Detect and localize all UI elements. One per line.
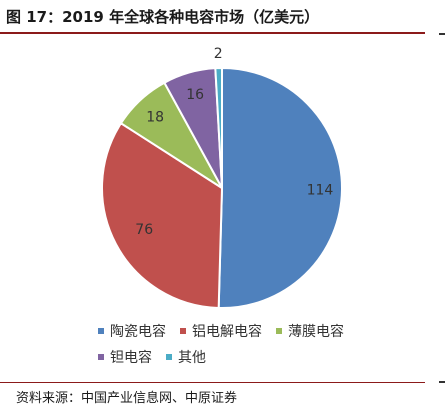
legend: 陶瓷电容 铝电解电容 薄膜电容 钽电容 其他 xyxy=(98,318,388,370)
chart-title: 图 17：2019 年全球各种电容市场（亿美元） xyxy=(6,8,320,26)
source-divider xyxy=(0,382,425,383)
legend-row-2: 钽电容 其他 xyxy=(98,344,388,370)
data-label-other: 2 xyxy=(214,46,223,62)
legend-item-other: 其他 xyxy=(166,347,206,367)
legend-item-tantalum: 钽电容 xyxy=(98,347,152,367)
legend-swatch-other xyxy=(166,354,172,360)
title-divider xyxy=(0,32,425,34)
legend-label-aluminum: 铝电解电容 xyxy=(192,324,262,340)
legend-label-tantalum: 钽电容 xyxy=(110,350,152,366)
legend-row-1: 陶瓷电容 铝电解电容 薄膜电容 xyxy=(98,318,388,344)
legend-swatch-film xyxy=(276,328,282,334)
data-label-film: 18 xyxy=(146,109,164,125)
edge-marker-top xyxy=(439,33,445,35)
legend-item-ceramic: 陶瓷电容 xyxy=(98,321,166,341)
data-label-aluminum: 76 xyxy=(135,222,153,238)
legend-label-ceramic: 陶瓷电容 xyxy=(110,324,166,340)
legend-item-aluminum: 铝电解电容 xyxy=(180,321,262,341)
pie-slice-ceramic xyxy=(217,66,343,309)
legend-label-film: 薄膜电容 xyxy=(288,324,344,340)
source-note: 资料来源：中国产业信息网、中原证券 xyxy=(16,391,238,406)
data-label-tantalum: 16 xyxy=(186,87,204,103)
data-label-ceramic: 114 xyxy=(307,182,334,198)
legend-swatch-ceramic xyxy=(98,328,104,334)
legend-item-film: 薄膜电容 xyxy=(276,321,344,341)
legend-swatch-tantalum xyxy=(98,354,104,360)
legend-swatch-aluminum xyxy=(180,328,186,334)
pie-slice-other xyxy=(214,66,223,189)
legend-label-other: 其他 xyxy=(178,350,206,366)
edge-marker-bottom xyxy=(439,381,445,383)
pie-chart: 114 76 18 16 2 xyxy=(101,46,343,309)
